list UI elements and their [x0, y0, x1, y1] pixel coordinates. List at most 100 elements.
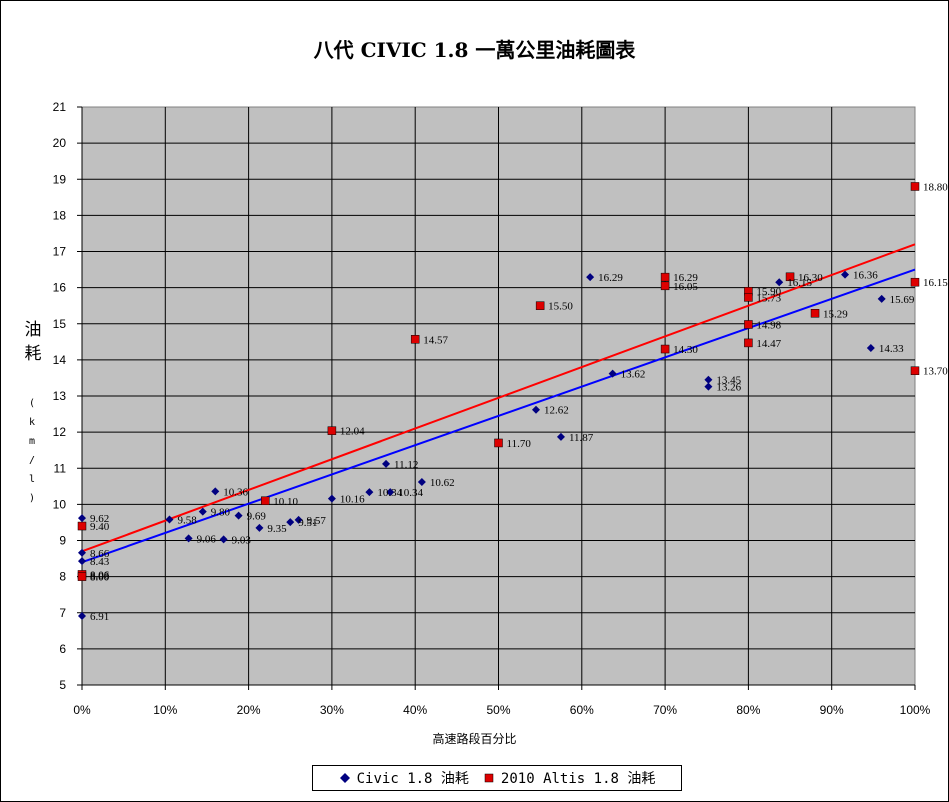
data-point-diamond — [704, 382, 713, 391]
x-tick-label: 80% — [736, 703, 760, 717]
data-label: 12.62 — [544, 405, 569, 417]
data-label: 10.36 — [223, 486, 248, 498]
y-tick-label: 6 — [59, 642, 66, 656]
data-point-square — [910, 277, 920, 287]
data-point-square — [910, 366, 920, 375]
data-label: 14.57 — [423, 334, 448, 346]
data-label: 16.15 — [923, 277, 948, 289]
data-label: 8.43 — [90, 556, 110, 568]
legend-label-altis: 2010 Altis 1.8 油耗 — [500, 771, 656, 787]
x-tick-label: 100% — [900, 703, 931, 717]
data-label: 13.26 — [716, 382, 741, 394]
legend-label-civic: Civic 1.8 油耗 — [356, 771, 469, 787]
data-point-square — [77, 521, 87, 531]
data-point-diamond — [165, 515, 174, 524]
data-label: 14.47 — [756, 338, 781, 350]
data-point-diamond — [556, 432, 565, 441]
trendline-0 — [81, 268, 916, 564]
data-label: 8.06 — [90, 569, 110, 581]
y-axis-unit-char: k — [28, 417, 36, 428]
data-point-diamond — [841, 270, 850, 279]
grid-lines — [82, 107, 915, 685]
square-marker-icon — [484, 773, 494, 783]
data-label: 13.70 — [923, 366, 948, 378]
data-point-diamond — [608, 369, 617, 378]
data-label: 15.90 — [756, 286, 781, 298]
data-label: 11.12 — [394, 459, 418, 471]
data-label: 9.40 — [90, 521, 110, 533]
y-tick-label: 11 — [54, 461, 67, 475]
legend-item-altis: 2010 Altis 1.8 油耗 — [483, 768, 655, 788]
y-axis-label: 油耗 — [22, 318, 44, 366]
data-label: 16.29 — [598, 272, 623, 284]
legend-item-civic: Civic 1.8 油耗 — [339, 768, 469, 788]
data-label: 16.36 — [853, 270, 878, 282]
data-point-diamond — [417, 477, 426, 486]
y-tick-label: 14 — [53, 353, 67, 367]
data-point-diamond — [586, 273, 595, 282]
x-axis-label: 高速路段百分比 — [432, 732, 517, 746]
data-point-diamond — [219, 535, 228, 544]
data-point-square — [660, 272, 670, 282]
data-point-diamond — [382, 459, 391, 468]
data-label: 9.69 — [247, 511, 267, 523]
x-tick-label: 50% — [486, 703, 510, 717]
x-tick-label: 20% — [237, 703, 261, 717]
y-tick-label: 10 — [53, 497, 67, 511]
data-label: 15.69 — [890, 294, 915, 306]
data-point-square — [810, 309, 820, 318]
data-point-square — [660, 281, 670, 291]
trendline-1 — [81, 243, 916, 553]
data-label: 9.58 — [177, 515, 197, 527]
y-tick-label: 19 — [53, 172, 67, 186]
data-label: 10.34 — [377, 487, 402, 499]
y-tick-label: 12 — [53, 425, 67, 439]
y-axis-unit: (k m / l) — [24, 394, 40, 508]
y-tick-label: 20 — [53, 136, 67, 150]
data-points — [77, 182, 920, 621]
data-point-square — [660, 344, 670, 354]
data-label: 8.66 — [90, 548, 110, 560]
chart-title: 八代 CIVIC 1.8 一萬公里油耗圖表 — [313, 38, 636, 62]
data-label: 9.62 — [90, 513, 109, 525]
y-axis-label-char: 耗 — [24, 344, 42, 364]
data-label: 11.87 — [569, 432, 594, 444]
data-point-diamond — [531, 405, 540, 414]
y-axis-unit-char: l — [28, 474, 36, 485]
data-label: 9.03 — [232, 534, 252, 546]
data-label: 14.33 — [879, 343, 904, 355]
data-point-diamond — [78, 557, 86, 566]
data-point-square — [744, 338, 753, 348]
data-point-diamond — [184, 534, 193, 543]
y-tick-label: 9 — [59, 534, 66, 548]
y-axis-unit-char: ) — [28, 493, 36, 504]
diamond-marker-icon — [339, 773, 350, 783]
data-label: 16.15 — [787, 277, 812, 289]
legend: Civic 1.8 油耗 2010 Altis 1.8 油耗 — [312, 765, 682, 791]
data-label: 16.05 — [673, 281, 698, 293]
y-tick-label: 15 — [53, 317, 67, 331]
data-label: 14.98 — [756, 319, 781, 331]
x-tick-label: 60% — [570, 703, 594, 717]
data-point-square — [261, 496, 270, 506]
data-label: 16.29 — [673, 272, 698, 284]
y-tick-label: 16 — [53, 281, 67, 295]
data-point-diamond — [386, 488, 395, 497]
data-label: 18.80 — [923, 181, 948, 193]
y-tick-label: 8 — [59, 570, 66, 584]
data-label: 13.45 — [716, 375, 741, 387]
y-axis-unit-char: / — [28, 455, 36, 466]
data-label: 9.06 — [197, 533, 217, 545]
data-label: 8.03 — [90, 571, 110, 583]
data-label: 10.16 — [340, 494, 365, 506]
y-tick-label: 17 — [53, 245, 67, 259]
trendlines — [81, 243, 916, 564]
data-label: 9.57 — [307, 515, 327, 527]
data-point-diamond — [255, 523, 264, 532]
y-axis-label-char: 油 — [24, 320, 42, 340]
data-point-diamond — [365, 488, 374, 497]
data-point-square — [494, 438, 503, 448]
data-label: 13.62 — [621, 369, 646, 381]
data-point-square — [327, 426, 337, 435]
data-label: 9.80 — [211, 507, 231, 519]
